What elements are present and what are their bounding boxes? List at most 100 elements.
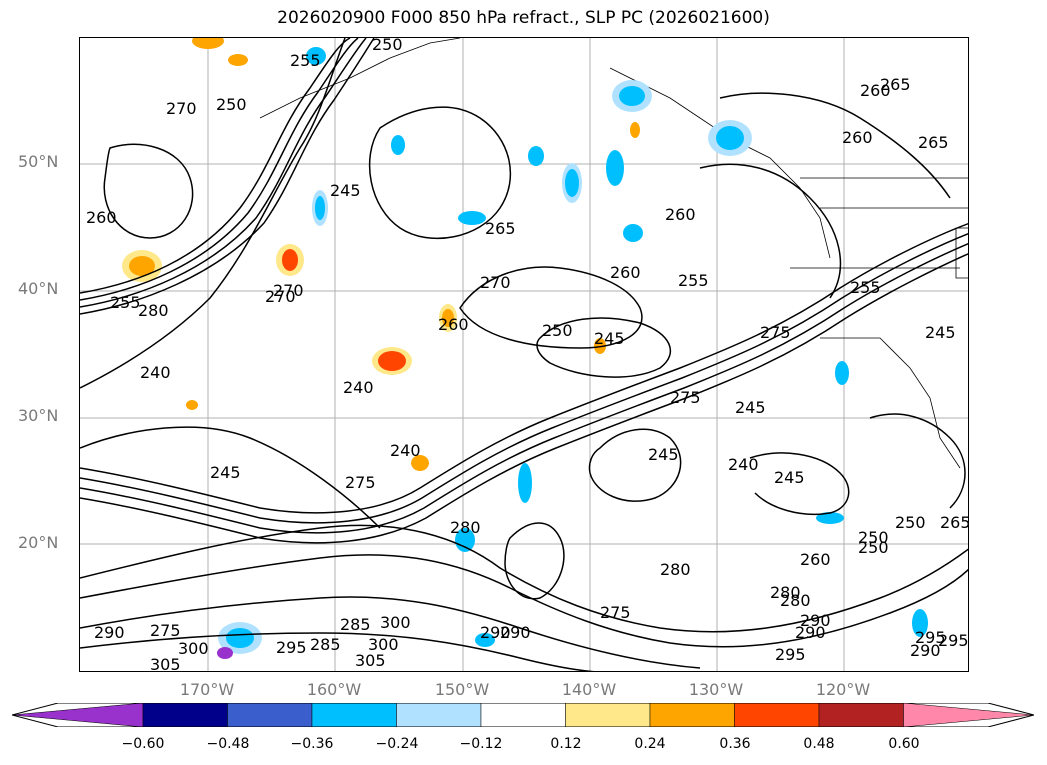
contour-label: 245	[735, 398, 766, 417]
map-panel: 255 250 250 270 260 280 245 265 240 270 …	[79, 37, 969, 672]
colorbar-tick-label: −0.12	[459, 736, 503, 752]
contour-label: 275	[670, 388, 701, 407]
contour-label: 250	[372, 38, 403, 54]
colorbar-extend-min	[12, 703, 144, 727]
contour-label: 260	[86, 208, 117, 227]
lat-label: 50°N	[18, 152, 59, 171]
contour-label: 240	[343, 378, 374, 397]
contour-label: 275	[345, 473, 376, 492]
contour-label: 265	[485, 219, 516, 238]
colorbar-cell	[565, 703, 651, 727]
contour-label: 255	[678, 271, 709, 290]
lon-label: 150°W	[434, 680, 490, 699]
contour-label: 260	[665, 205, 696, 224]
contour-label: 270	[480, 273, 511, 292]
contour-label: 290	[795, 623, 826, 642]
colorbar-tick-label: 0.12	[550, 736, 582, 752]
contour-label: 295	[276, 638, 307, 657]
contour-label: 300	[368, 635, 399, 654]
contour-label: 290	[800, 611, 831, 630]
map-canvas: 255 250 250 270 260 280 245 265 240 270 …	[80, 38, 969, 672]
contour-label: 295	[938, 631, 969, 650]
contour-label: 255	[850, 278, 881, 297]
colorbar-tick-label: 0.36	[719, 736, 751, 752]
slp-contours	[80, 38, 968, 671]
colorbar-tick-label: 0.48	[803, 736, 835, 752]
contour-label: 245	[210, 463, 241, 482]
refractivity-shading	[122, 38, 928, 659]
contour-label: 255	[110, 293, 141, 312]
colorbar	[12, 703, 1034, 727]
contour-label: 250	[858, 528, 889, 547]
contour-label: 295	[775, 645, 806, 664]
contour-label: 275	[760, 323, 791, 342]
contour-label: 245	[925, 323, 956, 342]
contour-label: 270	[265, 287, 296, 306]
contour-label: 250	[216, 95, 247, 114]
graticule	[80, 38, 968, 671]
contour-label: 295	[915, 628, 946, 647]
colorbar-cell	[311, 703, 397, 727]
colorbar-cell	[142, 703, 228, 727]
colorbar-cell	[396, 703, 482, 727]
lat-label: 30°N	[18, 406, 59, 425]
contour-label: 260	[438, 315, 469, 334]
colorbar-tick-label: 0.60	[888, 736, 920, 752]
contour-label: 265	[880, 75, 911, 94]
colorbar-tick-label: −0.48	[206, 736, 250, 752]
contour-label: 260	[610, 263, 641, 282]
contour-label: 270	[166, 99, 197, 118]
contour-label: 280	[660, 560, 691, 579]
colorbar-cell	[818, 703, 904, 727]
lon-label: 170°W	[179, 680, 235, 699]
contour-label: 300	[380, 613, 411, 632]
lat-label: 20°N	[18, 533, 59, 552]
contour-label: 245	[594, 329, 625, 348]
lon-label: 130°W	[688, 680, 744, 699]
colorbar-cell	[480, 703, 566, 727]
contour-label: 280	[450, 518, 481, 537]
contour-label: 250	[542, 321, 573, 340]
contour-label: 290	[480, 623, 511, 642]
contour-label: 265	[940, 513, 969, 532]
contour-label-layer: 255 250 250 270 260 280 245 265 240 270 …	[86, 38, 969, 672]
contour-label: 265	[918, 133, 949, 152]
contour-label: 275	[600, 603, 631, 622]
colorbar-tick-label: −0.24	[375, 736, 419, 752]
lon-label: 160°W	[306, 680, 362, 699]
contour-label: 255	[290, 51, 321, 70]
colorbar-cell	[649, 703, 735, 727]
contour-label: 305	[355, 651, 386, 670]
contour-label: 280	[780, 591, 811, 610]
contour-label: 260	[800, 550, 831, 569]
colorbar-cell	[227, 703, 313, 727]
contour-label: 250	[895, 513, 926, 532]
contour-label: 240	[140, 363, 171, 382]
contour-label: 280	[138, 301, 169, 320]
contour-label: 305	[150, 655, 181, 672]
contour-label: 285	[310, 635, 341, 654]
contour-label: 240	[728, 455, 759, 474]
contour-label: 240	[390, 441, 421, 460]
lon-label: 120°W	[815, 680, 871, 699]
contour-label: 250	[858, 538, 889, 557]
chart-title: 2026020900 F000 850 hPa refract., SLP PC…	[277, 8, 770, 28]
contour-label: 290	[910, 641, 941, 660]
contour-label: 260	[842, 128, 873, 147]
colorbar-tick-label: 0.24	[634, 736, 666, 752]
lon-label: 140°W	[561, 680, 617, 699]
colorbar-cell	[734, 703, 820, 727]
contour-label: 260	[860, 81, 891, 100]
colorbar-tick-label: −0.36	[290, 736, 334, 752]
contour-label: 280	[770, 583, 801, 602]
contour-label: 285	[340, 615, 371, 634]
contour-label: 300	[178, 639, 209, 658]
contour-label: 245	[648, 445, 679, 464]
colorbar-extend-max	[903, 703, 1034, 727]
contour-label: 245	[330, 181, 361, 200]
contour-label: 290	[94, 623, 125, 642]
contour-label: 275	[150, 621, 181, 640]
coastlines	[259, 38, 968, 469]
contour-label: 245	[774, 468, 805, 487]
contour-label: 290	[500, 623, 531, 642]
